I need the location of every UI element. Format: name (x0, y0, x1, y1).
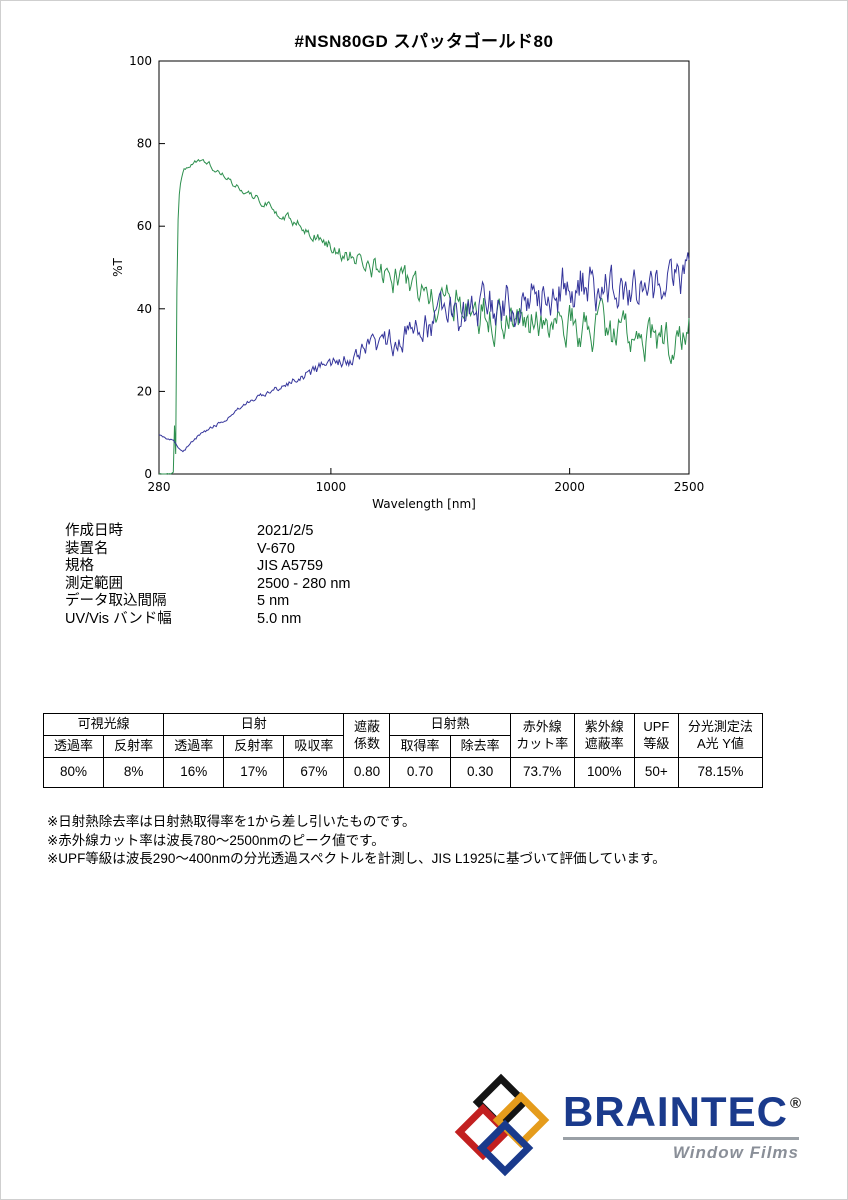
meta-row: UV/Vis バンド幅 5.0 nm (65, 611, 351, 629)
table-header-line: 係数 (353, 735, 380, 751)
table-header-cell: 分光測定法 A光 Y値 (677, 713, 764, 758)
note-line: ※UPF等級は波長290～400nmの分光透過スペクトルを計測し、JIS L19… (47, 851, 666, 866)
svg-text:280: 280 (148, 480, 171, 494)
note-line: ※赤外線カット率は波長780～2500nmのピーク値です。 (47, 832, 385, 848)
table-value-cell: 0.70 (389, 757, 451, 788)
braintec-logo: BRAINTEC ® Window Films (454, 1073, 801, 1177)
table-subheader-cell: 吸収率 (283, 735, 345, 758)
footnotes: ※日射熱除去率は日射熱取得率を1から差し引いたものです。 ※赤外線カット率は波長… (47, 813, 666, 869)
svg-text:2500: 2500 (674, 480, 705, 494)
diamonds-logo-icon (454, 1073, 550, 1177)
svg-text:60: 60 (137, 219, 152, 233)
meta-value: 5.0 nm (257, 610, 302, 627)
meta-value: JIS A5759 (257, 558, 324, 574)
table-subheader-cell: 反射率 (223, 735, 285, 758)
spectral-chart: 0 20 40 60 80 100 280 1000 2000 2500 Wavelength [n… (111, 54, 705, 511)
brand-block: BRAINTEC ® Window Films (562, 1088, 801, 1163)
table-header-line: 赤外線 (522, 719, 562, 735)
note-line: ※日射熱除去率は日射熱取得率を1から差し引いたものです。 (47, 814, 416, 829)
table-header-line: A光 Y値 (696, 735, 744, 751)
table-header-line: カット率 (516, 735, 569, 751)
table-header-line: 紫外線 (584, 719, 624, 735)
meta-row: 装置名 V-670 (65, 541, 351, 559)
meta-row: データ取込間隔 5 nm (65, 593, 351, 611)
table-value-cell: 0.80 (343, 757, 391, 788)
table-value-cell: 73.7% (509, 757, 575, 788)
table-subheader-cell: 透過率 (163, 735, 225, 758)
svg-text:100: 100 (129, 54, 152, 68)
svg-text:0: 0 (144, 467, 152, 481)
svg-text:40: 40 (137, 302, 152, 316)
table-header-line: 遮蔽率 (584, 735, 624, 751)
table-value-cell: 78.15% (677, 757, 764, 788)
table-value-cell: 67% (283, 757, 345, 788)
table-header-cell: 紫外線 遮蔽率 (573, 713, 635, 758)
svg-text:20: 20 (137, 384, 152, 398)
table-subheader-cell: 透過率 (42, 735, 105, 758)
measurement-metadata: 作成日時 2021/2/5 装置名 V-670 規格 JIS A5759 測定範… (65, 523, 351, 628)
svg-text:80: 80 (137, 137, 152, 151)
brand-line: BRAINTEC ® (562, 1088, 801, 1135)
spectral-chart-container: 0 20 40 60 80 100 280 1000 2000 2500 Wavelength [n… (107, 49, 717, 524)
table-value-cell: 17% (223, 757, 285, 788)
table-header-cell: UPF 等級 (633, 713, 679, 758)
table-value-cell: 8% (103, 757, 165, 788)
svg-text:1000: 1000 (316, 480, 347, 494)
table-header-line: 分光測定法 (687, 719, 753, 735)
svg-text:Wavelength [nm]: Wavelength [nm] (372, 497, 476, 511)
meta-row: 測定範囲 2500 - 280 nm (65, 576, 351, 594)
table-subheader-cell: 反射率 (103, 735, 165, 758)
table-header-cell: 可視光線 (42, 713, 165, 736)
brand-name: BRAINTEC (562, 1088, 788, 1135)
table-subheader-cell: 取得率 (389, 735, 451, 758)
svg-text:%T: %T (111, 257, 125, 276)
table-header-cell: 遮蔽 係数 (343, 713, 391, 758)
results-table: 可視光線 日射 遮蔽 係数 日射熱 赤外線 カット率 紫外線 遮蔽率 UPF 等… (42, 713, 764, 788)
svg-text:2000: 2000 (554, 480, 585, 494)
table-value-cell: 0.30 (449, 757, 511, 788)
registered-mark: ® (789, 1095, 801, 1112)
brand-tagline: Window Films (672, 1143, 799, 1162)
meta-label: データ取込間隔 (65, 593, 167, 609)
meta-label: 規格 (65, 558, 94, 574)
table-header-cell: 赤外線 カット率 (509, 713, 575, 758)
meta-value: 5 nm (257, 593, 290, 609)
table-value-cell: 80% (42, 757, 105, 788)
table-header-cell: 日射 (163, 713, 345, 736)
table-header-line: 等級 (643, 735, 670, 751)
meta-label: UV/Vis バンド幅 (65, 610, 172, 627)
table-header-line: 遮蔽 (353, 719, 380, 735)
tagline-row: Window Films (562, 1137, 799, 1163)
table-value-cell: 100% (573, 757, 635, 788)
table-header-line: UPF (643, 719, 670, 735)
table-value-cell: 50+ (633, 757, 679, 788)
meta-value: 2500 - 280 nm (257, 575, 351, 592)
meta-row: 作成日時 2021/2/5 (65, 523, 351, 541)
table-subheader-cell: 除去率 (449, 735, 511, 758)
table-value-cell: 16% (163, 757, 225, 788)
meta-row: 規格 JIS A5759 (65, 558, 351, 576)
table-header-cell: 日射熱 (389, 713, 511, 736)
page-title: #NSN80GD スパッタゴールド80 (294, 32, 554, 51)
meta-label: 作成日時 (65, 523, 123, 539)
meta-label: 装置名 (65, 540, 109, 557)
meta-value: 2021/2/5 (257, 523, 314, 539)
meta-value: V-670 (257, 540, 295, 557)
meta-label: 測定範囲 (65, 575, 123, 592)
